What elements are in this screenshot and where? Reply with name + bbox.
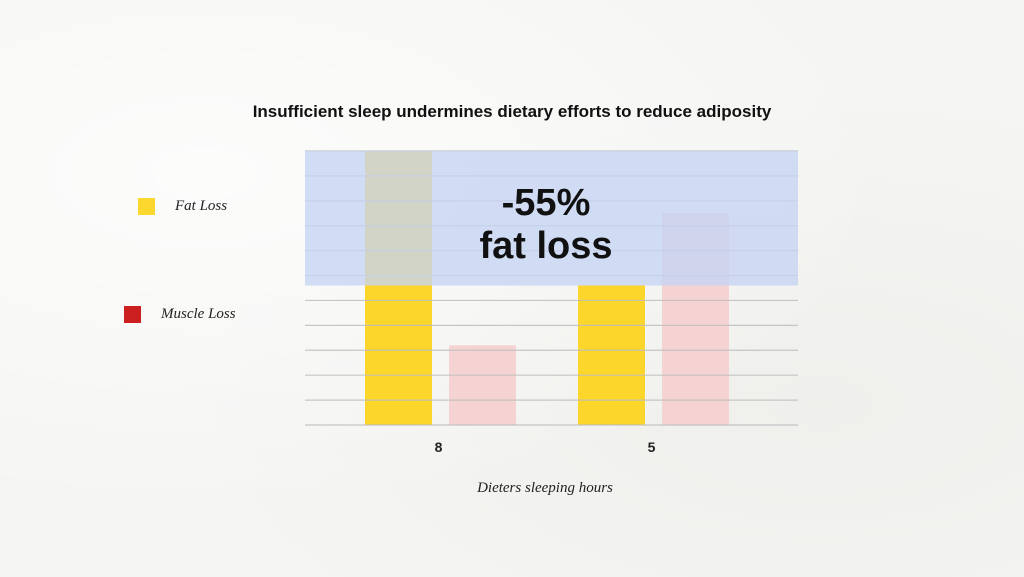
annotation-percent: -55% <box>502 182 591 224</box>
bar-muscle-loss-8h <box>449 345 516 425</box>
highlight-band <box>305 151 798 286</box>
x-tick-label-8: 8 <box>435 439 443 455</box>
legend-swatch-muscle-loss <box>124 306 141 323</box>
legend-item-muscle-loss: Muscle Loss <box>124 306 236 323</box>
x-tick-label-5: 5 <box>648 439 656 455</box>
x-axis-label: Dieters sleeping hours <box>477 480 613 496</box>
bar-fat-loss-5h <box>578 285 645 425</box>
legend-swatch-fat-loss <box>138 198 155 215</box>
chart-title: Insufficient sleep undermines dietary ef… <box>0 102 1024 122</box>
legend-label-fat-loss: Fat Loss <box>175 198 228 214</box>
legend-label-muscle-loss: Muscle Loss <box>161 306 236 322</box>
legend-item-fat-loss: Fat Loss <box>138 198 227 215</box>
annotation-label: fat loss <box>479 225 612 267</box>
chart-title-text: Insufficient sleep undermines dietary ef… <box>252 102 772 121</box>
